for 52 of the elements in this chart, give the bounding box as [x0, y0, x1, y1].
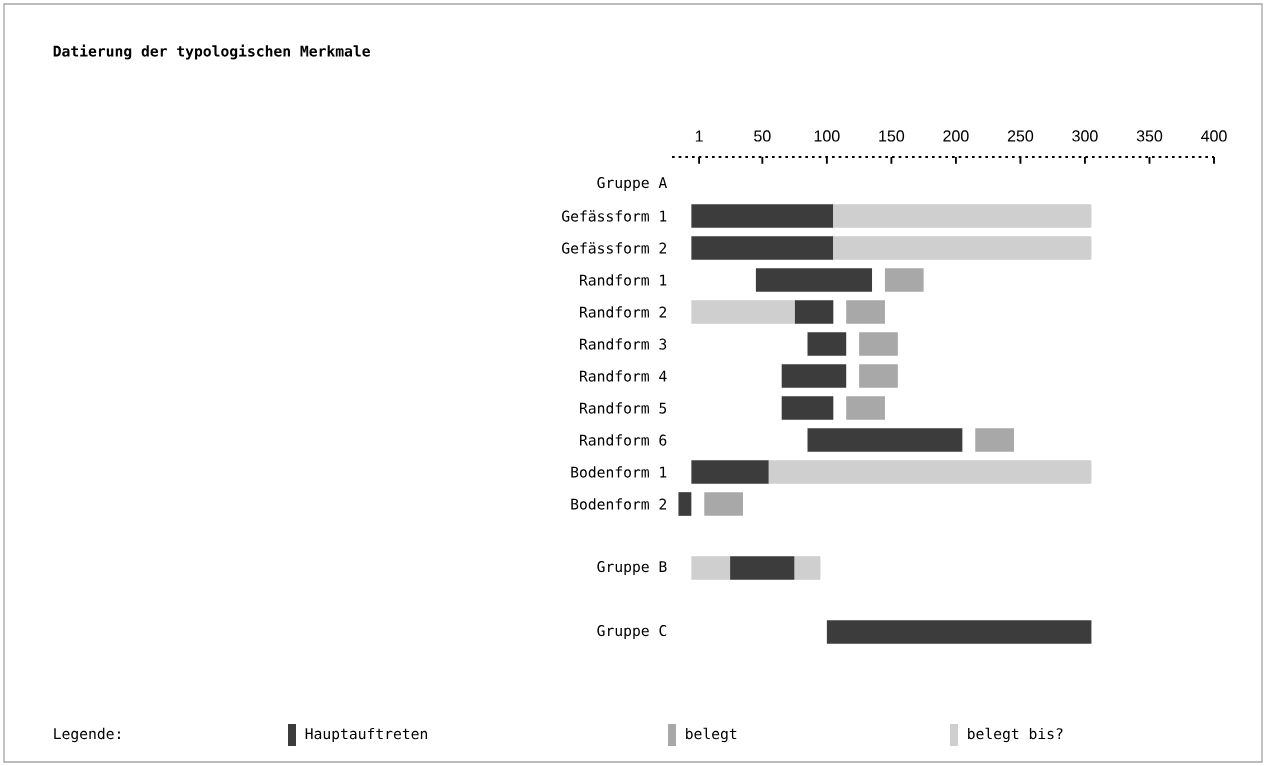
bar — [833, 204, 1092, 228]
bar — [975, 428, 1014, 452]
y-tick-label: Gefässform 2 — [562, 242, 667, 254]
y-tick-label: Gefässform 1 — [562, 210, 667, 222]
legend-label: belegt bis? — [968, 727, 1063, 743]
x-tick-label: 1 — [695, 130, 703, 142]
y-tick-label: Bodenform 1 — [571, 466, 667, 478]
bar — [807, 428, 963, 452]
y-tick-label: Randform 2 — [580, 306, 667, 318]
bar — [730, 556, 795, 580]
y-tick-label: Randform 6 — [580, 434, 667, 446]
x-tick-label: 100 — [814, 130, 840, 142]
y-tick-label: Gruppe C — [597, 625, 667, 639]
bar — [807, 332, 847, 356]
legend-label: belegt — [686, 727, 737, 743]
legend-title: Legende: — [54, 727, 120, 743]
bar — [846, 396, 885, 420]
bar — [859, 332, 898, 356]
x-tick-label: 350 — [1136, 130, 1163, 142]
x-tick-label: 400 — [1201, 130, 1227, 142]
x-tick-label: 300 — [1072, 130, 1098, 142]
bar — [781, 396, 834, 420]
text: Datierung der typologischen Merkmale — [53, 44, 370, 60]
x-tick-label: 200 — [943, 130, 969, 142]
bar — [678, 492, 692, 516]
bar — [794, 556, 821, 580]
y-tick-label: Gruppe B — [597, 561, 667, 575]
bar — [884, 268, 924, 292]
x-tick-label: 150 — [879, 130, 905, 142]
y-tick-label: Randform 3 — [580, 338, 667, 350]
bar — [691, 236, 834, 260]
y-tick-label: Gruppe A — [597, 177, 668, 191]
y-tick-label: Randform 5 — [580, 402, 667, 414]
bar — [826, 620, 1092, 644]
bar — [691, 204, 834, 228]
bar — [833, 236, 1092, 260]
y-tick-label: Bodenform 2 — [571, 498, 667, 510]
legend-label: Hauptauftreten — [305, 727, 428, 743]
bar — [794, 300, 834, 324]
y-tick-label: Randform 1 — [580, 274, 667, 286]
bar — [691, 300, 795, 324]
y-tick-label: Randform 4 — [580, 370, 667, 382]
bar — [755, 268, 873, 292]
bar — [781, 364, 847, 388]
bar — [859, 364, 898, 388]
bar — [846, 300, 885, 324]
x-tick-label: 250 — [1007, 130, 1034, 142]
bar — [691, 556, 731, 580]
x-tick-label: 50 — [754, 130, 771, 142]
bar — [704, 492, 743, 516]
bar — [768, 460, 1092, 484]
bar — [691, 460, 769, 484]
